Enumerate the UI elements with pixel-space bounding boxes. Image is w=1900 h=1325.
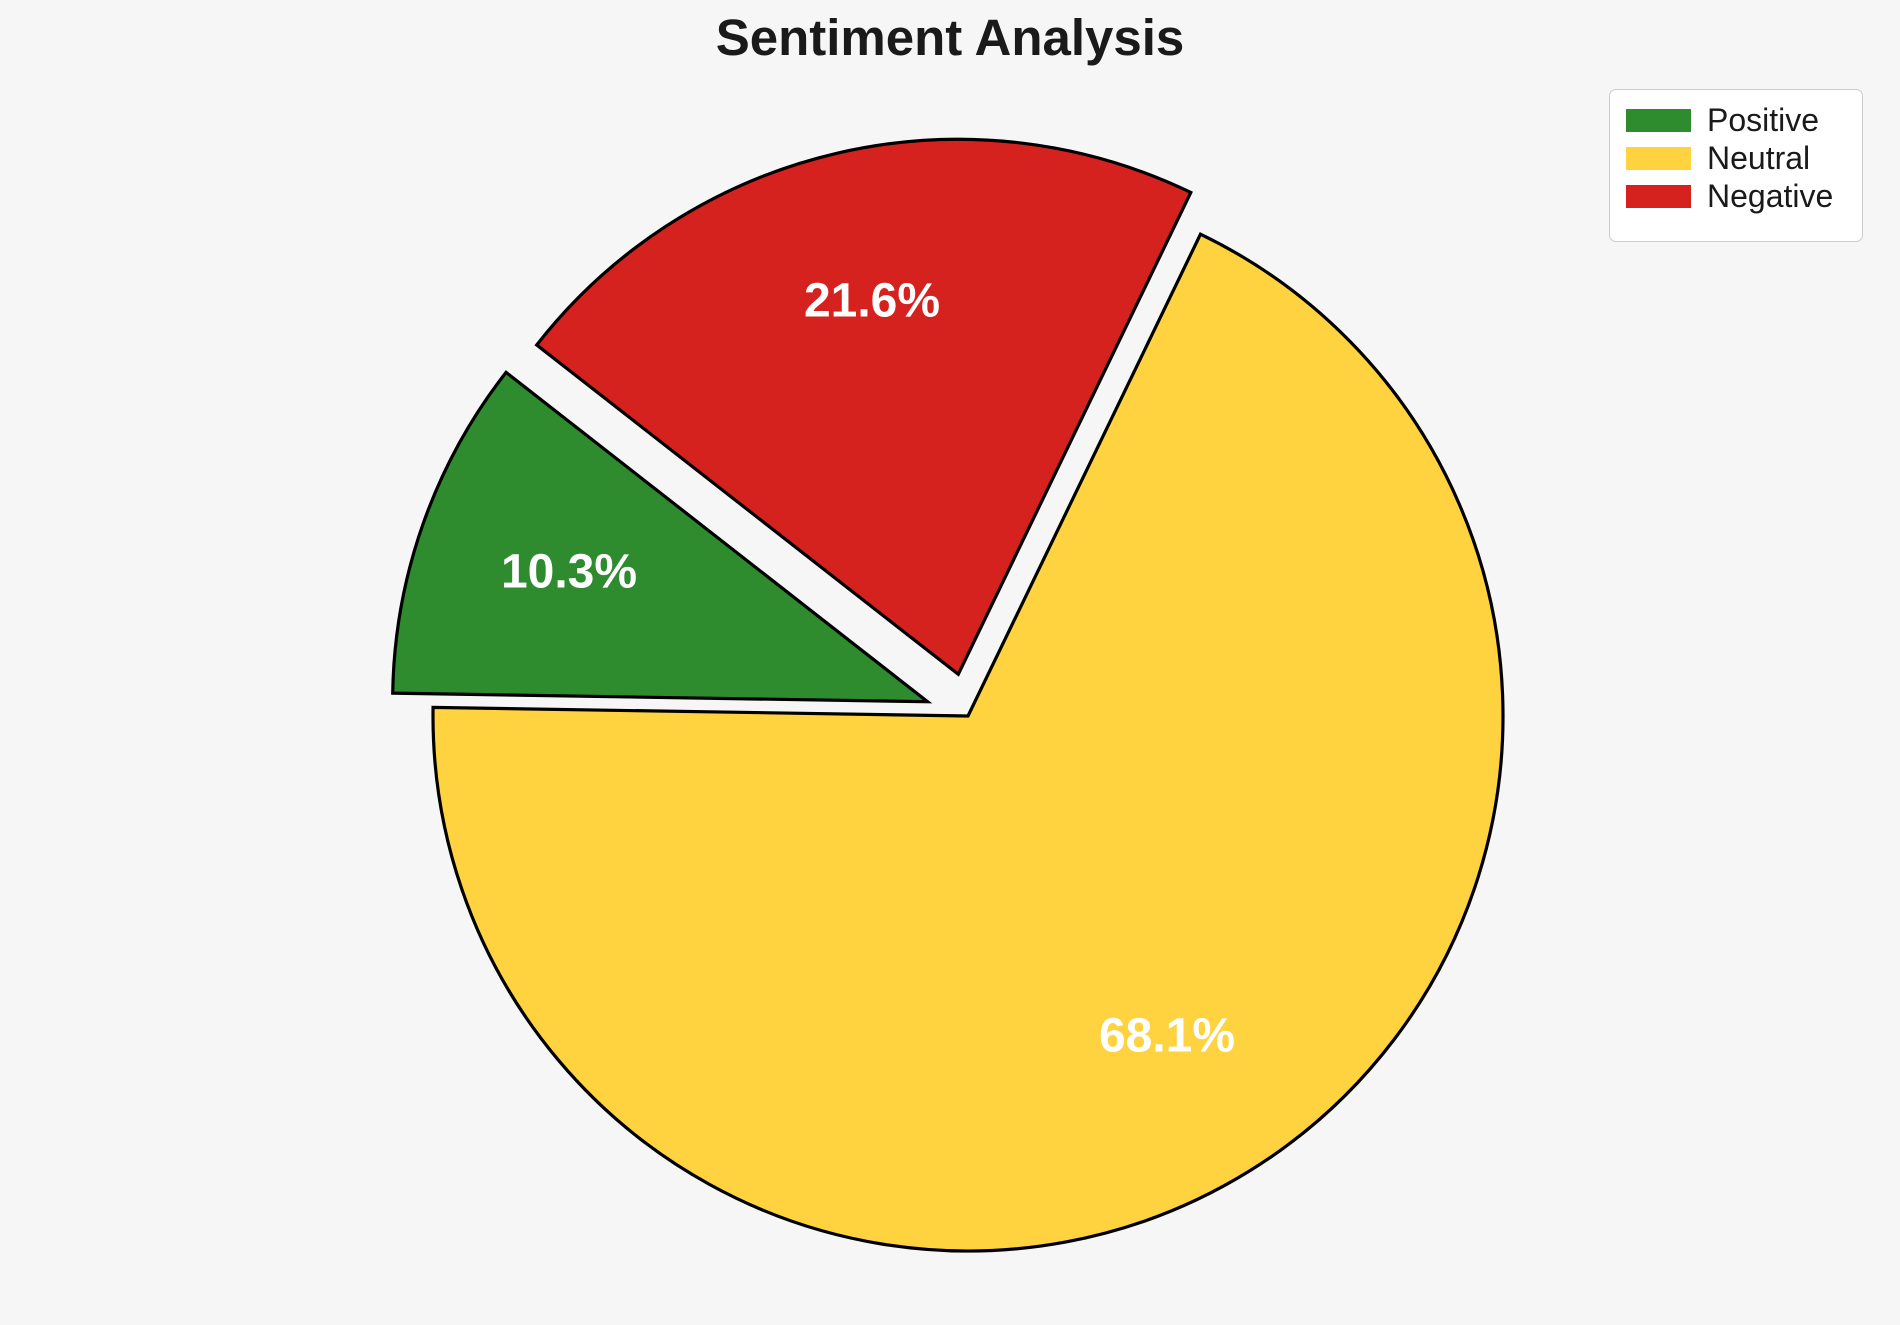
svg-text:68.1%: 68.1% [1099, 1010, 1235, 1063]
svg-text:10.3%: 10.3% [501, 546, 637, 599]
svg-text:21.6%: 21.6% [804, 275, 940, 328]
